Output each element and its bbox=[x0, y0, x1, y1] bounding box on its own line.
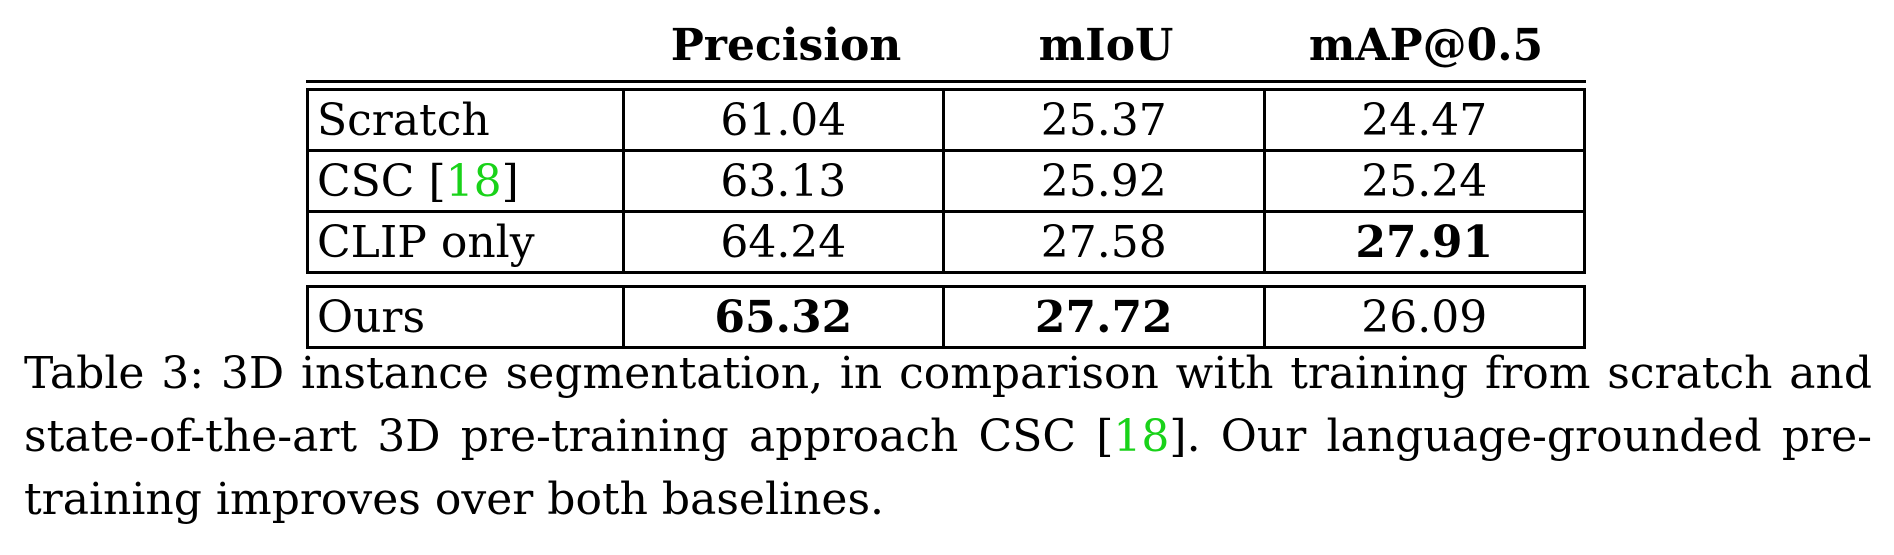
row-method: Scratch bbox=[309, 91, 625, 149]
table-gap bbox=[306, 274, 1586, 285]
table-row: CLIP only 64.24 27.58 27.91 bbox=[309, 213, 1583, 274]
header-map: mAP@0.5 bbox=[1308, 19, 1544, 71]
header-precision: Precision bbox=[670, 19, 902, 71]
row-method: CSC [18] bbox=[309, 152, 625, 210]
row-miou: 25.92 bbox=[945, 152, 1266, 210]
table-caption: Table 3: 3D instance segmentation, in co… bbox=[24, 348, 1872, 525]
row-precision: 64.24 bbox=[625, 213, 946, 271]
table-row: Ours 65.32 27.72 26.09 bbox=[309, 288, 1583, 349]
citation-link[interactable]: 18 bbox=[1113, 411, 1170, 462]
row-precision: 65.32 bbox=[625, 288, 946, 346]
row-map: 24.47 bbox=[1361, 94, 1488, 146]
row-miou: 27.72 bbox=[945, 288, 1266, 346]
citation-link[interactable]: 18 bbox=[445, 155, 502, 207]
row-miou: 25.37 bbox=[945, 91, 1266, 149]
row-precision: 61.04 bbox=[625, 91, 946, 149]
table-header: Precision mIoU mAP@0.5 bbox=[306, 14, 1586, 76]
table-row: CSC [18] 63.13 25.92 25.24 bbox=[309, 152, 1583, 213]
results-table: Precision mIoU mAP@0.5 Scratch 61.04 25.… bbox=[306, 14, 1586, 349]
header-miou: mIoU bbox=[1038, 19, 1174, 71]
row-map: 25.24 bbox=[1361, 155, 1488, 207]
table-rule bbox=[306, 80, 1586, 83]
table-body-baselines: Scratch 61.04 25.37 24.47 CSC [18] 63.13… bbox=[306, 88, 1586, 274]
row-precision: 63.13 bbox=[625, 152, 946, 210]
row-map: 27.91 bbox=[1355, 216, 1494, 268]
row-method: Ours bbox=[309, 288, 625, 346]
table-row: Scratch 61.04 25.37 24.47 bbox=[309, 91, 1583, 152]
table-body-ours: Ours 65.32 27.72 26.09 bbox=[306, 285, 1586, 349]
row-map: 26.09 bbox=[1361, 291, 1488, 343]
row-miou: 27.58 bbox=[945, 213, 1266, 271]
row-method: CLIP only bbox=[309, 213, 625, 271]
